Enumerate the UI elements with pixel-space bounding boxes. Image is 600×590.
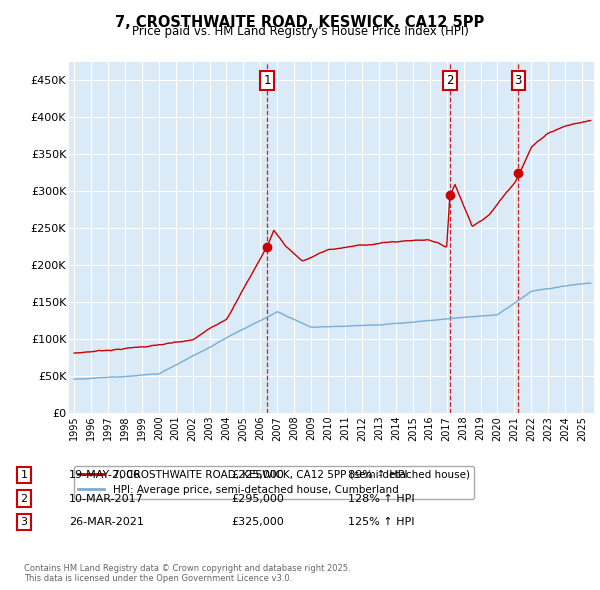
Text: 2: 2 [446, 74, 454, 87]
Text: 19-MAY-2006: 19-MAY-2006 [69, 470, 141, 480]
Text: 2: 2 [20, 494, 28, 503]
Text: Contains HM Land Registry data © Crown copyright and database right 2025.: Contains HM Land Registry data © Crown c… [24, 565, 350, 573]
Text: 1: 1 [20, 470, 28, 480]
Text: 89% ↑ HPI: 89% ↑ HPI [348, 470, 407, 480]
Text: 3: 3 [515, 74, 522, 87]
Text: 7, CROSTHWAITE ROAD, KESWICK, CA12 5PP: 7, CROSTHWAITE ROAD, KESWICK, CA12 5PP [115, 15, 485, 30]
Text: 10-MAR-2017: 10-MAR-2017 [69, 494, 144, 503]
Text: 26-MAR-2021: 26-MAR-2021 [69, 517, 144, 527]
Text: Price paid vs. HM Land Registry's House Price Index (HPI): Price paid vs. HM Land Registry's House … [131, 25, 469, 38]
Legend: 7, CROSTHWAITE ROAD, KESWICK, CA12 5PP (semi-detached house), HPI: Average price: 7, CROSTHWAITE ROAD, KESWICK, CA12 5PP (… [74, 466, 474, 499]
Text: £225,000: £225,000 [231, 470, 284, 480]
Text: £325,000: £325,000 [231, 517, 284, 527]
Text: 3: 3 [20, 517, 28, 527]
Text: This data is licensed under the Open Government Licence v3.0.: This data is licensed under the Open Gov… [24, 574, 292, 583]
Text: 128% ↑ HPI: 128% ↑ HPI [348, 494, 415, 503]
Text: 125% ↑ HPI: 125% ↑ HPI [348, 517, 415, 527]
Text: 1: 1 [263, 74, 271, 87]
Text: £295,000: £295,000 [231, 494, 284, 503]
